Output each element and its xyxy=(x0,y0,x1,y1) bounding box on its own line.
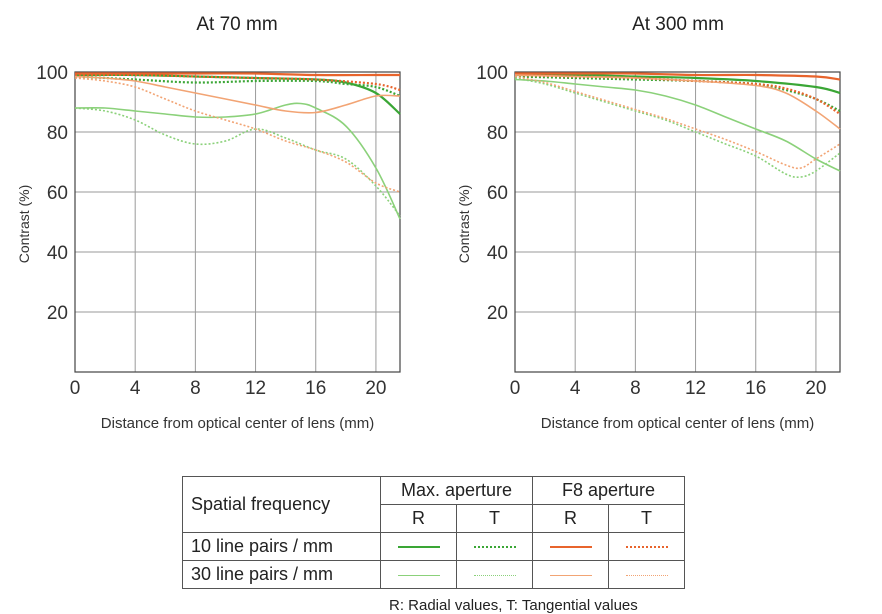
chart-1-x-tick-0: 0 xyxy=(70,378,81,399)
chart-1-series-5-line xyxy=(74,102,401,220)
chart-1-series-2-line xyxy=(74,75,401,98)
chart-2-series-3-line xyxy=(514,72,841,81)
legend-row-10-label: 10 line pairs / mm xyxy=(182,532,381,561)
footnote: R: Radial values, T: Tangential values xyxy=(389,597,638,614)
chart-2-x-tick-4: 4 xyxy=(570,378,581,399)
chart-2-y-axis-label: Contrast (%) xyxy=(456,185,472,264)
chart-2-series-5-line xyxy=(514,78,841,172)
chart-2-x-tick-8: 8 xyxy=(630,378,641,399)
legend-swatch-30-f8-r xyxy=(532,560,609,589)
chart-2-x-tick-0: 0 xyxy=(510,378,521,399)
chart-1-series-8-line xyxy=(74,77,401,193)
legend-max-r-header: R xyxy=(380,504,457,533)
chart-2-series-6-line xyxy=(514,77,841,179)
chart-2-y-tick-100: 100 xyxy=(476,63,508,84)
chart-1-series-7-line xyxy=(74,75,401,114)
legend-spatial-frequency-header: Spatial frequency xyxy=(182,476,381,533)
chart-2-x-tick-16: 16 xyxy=(745,378,766,399)
chart-1-y-tick-40: 40 xyxy=(47,243,68,264)
chart-2-y-tick-60: 60 xyxy=(487,183,508,204)
legend-f8-t-header: T xyxy=(608,504,685,533)
chart-1-y-tick-60: 60 xyxy=(47,183,68,204)
chart-1-x-tick-20: 20 xyxy=(365,378,386,399)
chart-1-x-axis-label: Distance from optical center of lens (mm… xyxy=(101,415,374,432)
chart-1-series-4-line xyxy=(74,73,401,92)
chart-1-series-6-line xyxy=(74,107,401,217)
chart-1-title: At 70 mm xyxy=(196,14,277,35)
chart-2-series-4-line xyxy=(514,73,841,115)
chart-1-series-3-line xyxy=(74,72,400,77)
chart-2-series-8-line xyxy=(514,75,841,170)
legend-swatch-10-f8-t xyxy=(608,532,685,561)
legend-swatch-10-max-t xyxy=(456,532,533,561)
chart-1-x-tick-16: 16 xyxy=(305,378,326,399)
chart-2-y-tick-80: 80 xyxy=(487,123,508,144)
legend-table: Spatial frequency Max. aperture F8 apert… xyxy=(182,476,685,589)
chart-2-x-tick-12: 12 xyxy=(685,378,706,399)
chart-1-plot-frame xyxy=(74,71,401,373)
legend-swatch-10-max-r xyxy=(380,532,457,561)
legend-f8-r-header: R xyxy=(532,504,609,533)
chart-2-y-tick-40: 40 xyxy=(487,243,508,264)
chart-1-y-tick-100: 100 xyxy=(36,63,68,84)
legend-swatch-30-f8-t xyxy=(608,560,685,589)
legend-max-aperture-header: Max. aperture xyxy=(380,476,533,505)
legend-row-30-label: 30 line pairs / mm xyxy=(182,560,381,589)
chart-2-series-1-line xyxy=(514,73,841,95)
chart-2-title: At 300 mm xyxy=(632,14,724,35)
chart-1-x-tick-12: 12 xyxy=(245,378,266,399)
chart-2-series-2-line xyxy=(514,75,841,112)
chart-2-series-7-line xyxy=(514,74,841,130)
legend-swatch-30-max-r xyxy=(380,560,457,589)
legend-max-t-header: T xyxy=(456,504,533,533)
chart-1-y-axis-label: Contrast (%) xyxy=(16,185,32,264)
chart-2-y-tick-20: 20 xyxy=(487,303,508,324)
legend-f8-aperture-header: F8 aperture xyxy=(532,476,685,505)
chart-2-x-axis-label: Distance from optical center of lens (mm… xyxy=(541,415,814,432)
chart-1-y-tick-80: 80 xyxy=(47,123,68,144)
chart-1-y-tick-20: 20 xyxy=(47,303,68,324)
legend-swatch-30-max-t xyxy=(456,560,533,589)
chart-1-x-tick-8: 8 xyxy=(190,378,201,399)
chart-2-x-tick-20: 20 xyxy=(805,378,826,399)
chart-1-x-tick-4: 4 xyxy=(130,378,141,399)
legend-swatch-10-f8-r xyxy=(532,532,609,561)
chart-2-plot-frame xyxy=(514,71,841,373)
